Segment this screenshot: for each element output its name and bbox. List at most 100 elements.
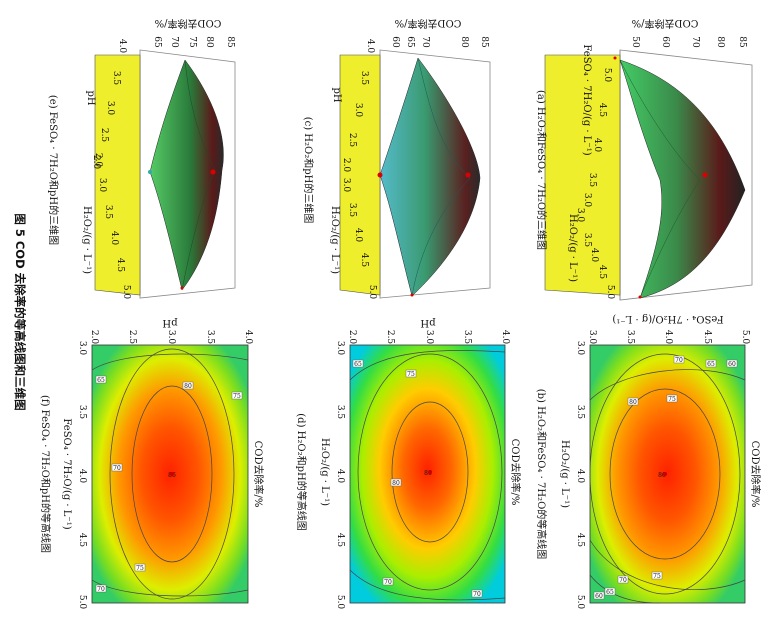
f-caption: (f) FeSO₄ · 7H₂O和pH的等高线图 <box>39 395 52 553</box>
e-x-tick: 3.5 <box>111 71 121 86</box>
d-contour-label: 75 <box>407 371 415 378</box>
b-contour-label: 60 <box>728 361 736 368</box>
e-z-tick: 75 <box>187 36 197 48</box>
c-z-tick: 60 <box>390 36 400 48</box>
b-y-tick: 5.0 <box>740 330 750 345</box>
a-y-tick: 4.5 <box>597 265 607 280</box>
f-contour-label: 75 <box>233 393 241 400</box>
c-caption: (c) H₂O₂和pH的三维图 <box>302 117 315 224</box>
b-contour-label: 75 <box>653 573 661 580</box>
c-y-label: H₂O₂/(g · L⁻¹) <box>329 206 340 274</box>
f-contour-label: 80 <box>184 383 192 390</box>
b-x-tick: 3.0 <box>575 341 585 356</box>
b-y-tick: 3.5 <box>625 330 635 345</box>
c-x-tick: 3.5 <box>359 71 369 86</box>
b-contour-label: 70 <box>619 577 627 584</box>
f-x-tick: 4.5 <box>77 533 87 548</box>
d-y-tick: 3.0 <box>424 330 434 345</box>
a-x-label: FeSO₄ · 7H₂O/(g · L⁻¹) <box>581 44 592 155</box>
e-caption: (e) FeSO₄ · 7H₂O和pH的三维图 <box>47 95 60 245</box>
b-contour-label: 75 <box>668 396 676 403</box>
e-z-tick: 65 <box>152 36 162 48</box>
f-y-tick: 3.5 <box>205 330 215 345</box>
b-contour-label: 65 <box>707 361 715 368</box>
f-title: COD去除率/% <box>252 441 265 508</box>
a-z-tick: 70 <box>690 36 700 48</box>
f-y-tick: 2.5 <box>127 330 137 345</box>
c-y-tick: 4.0 <box>353 228 363 243</box>
a-z-tick: 60 <box>660 36 670 48</box>
d-contour-label: 65 <box>354 361 362 368</box>
e-y-tick: 2.0 <box>91 155 101 170</box>
e-y-tick: 3.5 <box>103 205 113 220</box>
f-y-label: pH <box>162 317 177 328</box>
e-x-tick: 3.0 <box>105 101 115 116</box>
f-x-tick: 4.0 <box>77 469 87 484</box>
e-z-tick: 85 <box>225 36 235 48</box>
a-y-label: H₂O₂/(g · L⁻¹) <box>567 214 578 282</box>
d-title: COD去除率/% <box>509 439 522 506</box>
d-x-tick: 3.5 <box>335 405 345 420</box>
b-y-tick: 4.5 <box>702 330 712 345</box>
f-x-tick: 3.0 <box>77 341 87 356</box>
panel-d-contour: 65 75 70 80 86 70 3.0 3.5 4.0 4.5 5.0 2.… <box>295 317 522 609</box>
c-x-tick: 3.0 <box>353 103 363 118</box>
a-x-tick: 5.0 <box>602 68 612 83</box>
c-x-tick: 2.5 <box>347 133 357 148</box>
f-y-tick: 4.0 <box>243 330 253 345</box>
e-x-tick: 4.0 <box>117 39 127 54</box>
f-contour-label: 70 <box>97 586 105 593</box>
c-z-tick: 70 <box>420 36 430 48</box>
e-x-tick: 2.5 <box>99 128 109 143</box>
a-y-tick: 4.0 <box>589 248 599 263</box>
d-x-tick: 5.0 <box>335 595 345 610</box>
d-x-label: H₂O₂/(g · L⁻¹) <box>319 438 330 506</box>
b-title: COD去除率/% <box>749 441 762 508</box>
e-z-tick: 80 <box>204 36 214 48</box>
b-x-tick: 4.5 <box>575 533 585 548</box>
c-x-label: pH <box>331 87 342 102</box>
f-y-tick: 3.0 <box>166 330 176 345</box>
f-contour-label: 70 <box>113 465 121 472</box>
a-z-tick: 85 <box>737 36 747 48</box>
b-x-label: H₂O₂/(g · L⁻¹) <box>559 440 570 508</box>
e-y-tick: 5.0 <box>121 285 131 300</box>
c-y-tick: 4.5 <box>359 253 369 268</box>
f-x-label: FeSO₄ · 7H₂O/(g · L⁻¹) <box>61 418 72 529</box>
c-y-tick: 3.5 <box>347 203 357 218</box>
b-contour-label: 65 <box>606 589 614 596</box>
a-z-tick: 50 <box>630 36 640 48</box>
c-x-tick: 2.0 <box>341 158 351 173</box>
a-x-tick: 4.0 <box>592 138 602 153</box>
e-y-tick: 4.5 <box>115 258 125 273</box>
a-z-label: COD去除率/% <box>632 17 699 30</box>
a-y-tick: 5.0 <box>605 285 615 300</box>
c-z-tick: 80 <box>459 36 469 48</box>
a-caption: (a) H₂O₂和FeSO₄ · 7H₂O的三维图 <box>535 90 548 250</box>
f-contour-label: 65 <box>97 377 105 384</box>
b-caption: (b) H₂O₂和FeSO₄ · 7H₂O的等高线图 <box>535 389 548 560</box>
a-x-tick: 4.5 <box>597 103 607 118</box>
e-x-tick: 2.0 <box>93 153 103 168</box>
panel-e-3d: 65 70 75 80 85 COD去除率/% 4.0 3.5 3.0 2.5 … <box>47 17 236 300</box>
c-z-label: COD去除率/% <box>395 17 462 30</box>
b-contour-label: 86 <box>658 472 666 479</box>
b-x-tick: 3.5 <box>575 405 585 420</box>
b-x-tick: 5.0 <box>575 595 585 610</box>
b-contour-label: 70 <box>675 357 683 364</box>
a-x-tick: 3.5 <box>587 173 597 188</box>
e-y-label: H₂O₂/(g · L⁻¹) <box>81 206 92 274</box>
d-y-tick: 3.5 <box>462 330 472 345</box>
b-contour-label: 80 <box>629 399 637 406</box>
f-contour-label: 75 <box>136 565 144 572</box>
f-x-tick: 3.5 <box>77 405 87 420</box>
d-y-label: pH <box>420 317 435 328</box>
a-z-tick: 80 <box>715 36 725 48</box>
f-x-tick: 5.0 <box>77 595 87 610</box>
d-contour-label: 86 <box>424 470 432 477</box>
d-y-tick: 2.0 <box>347 330 357 345</box>
c-x-tick: 4.0 <box>365 39 375 54</box>
f-y-tick: 2.0 <box>89 330 99 345</box>
e-y-tick: 3.0 <box>97 178 107 193</box>
